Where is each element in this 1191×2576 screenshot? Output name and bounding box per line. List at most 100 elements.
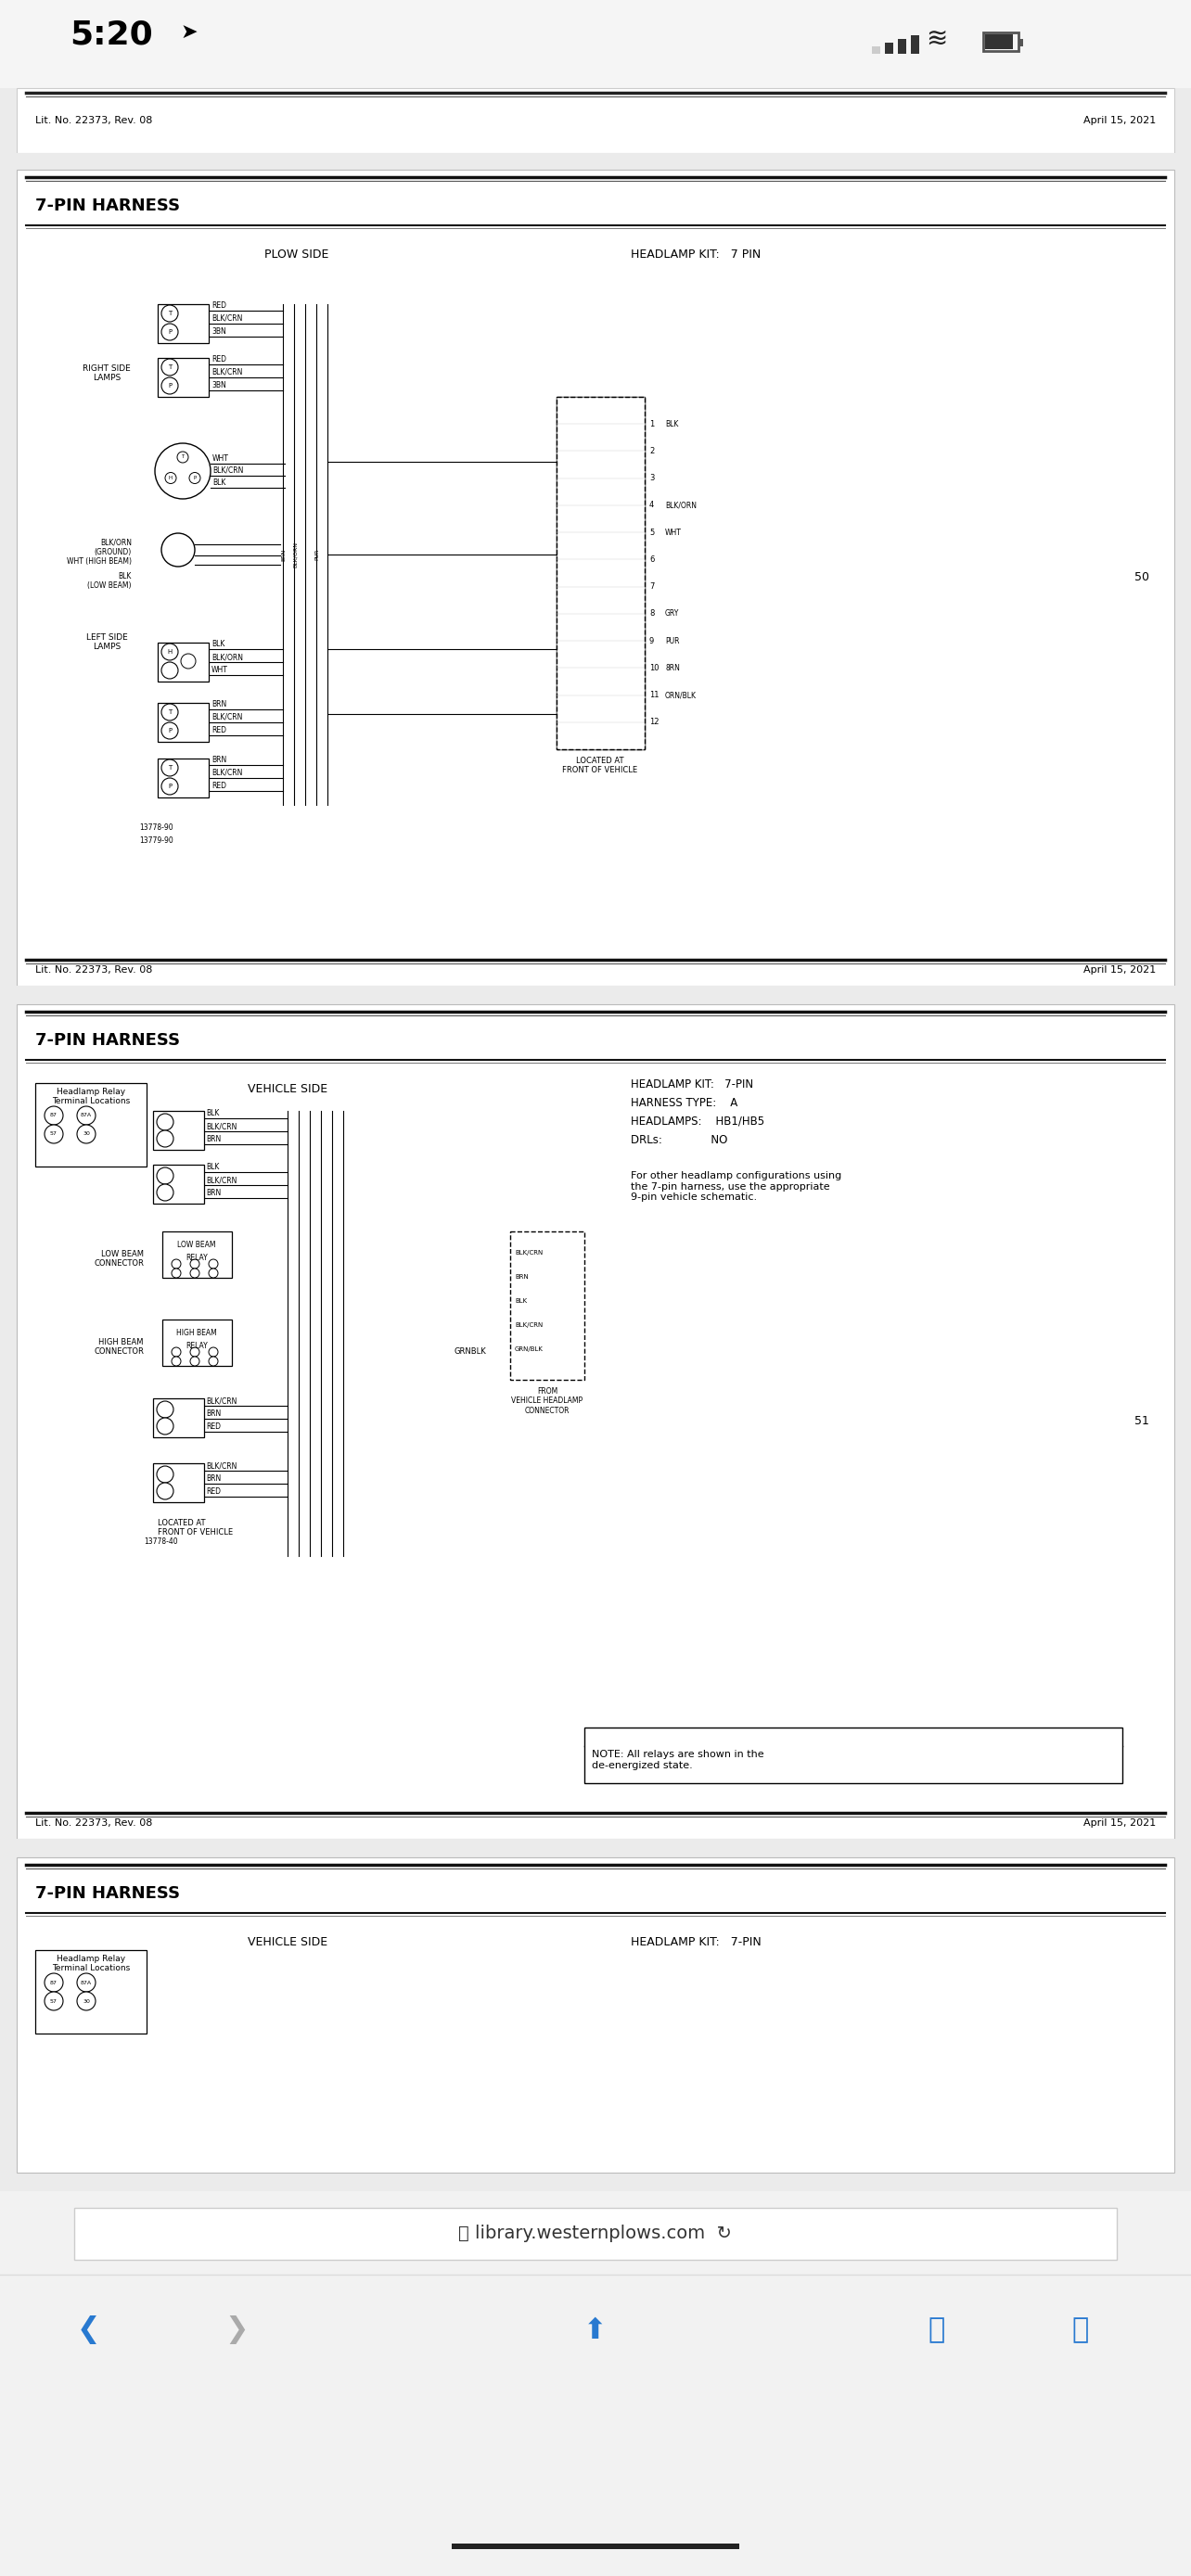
Text: BLK/ORN: BLK/ORN [293,541,298,567]
Bar [154,1110,204,1149]
Text: BLK: BLK [212,479,226,487]
Circle shape [44,1991,63,2009]
Circle shape [208,1347,218,1358]
Circle shape [172,1267,181,1278]
Text: GRN/BLK: GRN/BLK [515,1347,543,1352]
Circle shape [157,1401,174,1417]
Text: HEADLAMPS:    HB1/HB5: HEADLAMPS: HB1/HB5 [631,1115,765,1128]
Text: ❯: ❯ [225,2316,249,2344]
Text: ⬆: ⬆ [584,2316,607,2344]
Text: BLK: BLK [206,1110,219,1118]
Bar [885,44,893,54]
Bar [985,33,1012,49]
Circle shape [162,778,179,793]
Text: BRN: BRN [212,701,226,708]
Bar [36,1082,146,1167]
Text: BLK/CRN: BLK/CRN [212,314,243,322]
Bar [0,1839,1191,1857]
Text: WHT: WHT [212,453,229,464]
Text: BLK/ORN
(GROUND): BLK/ORN (GROUND) [94,538,132,556]
Text: BRN: BRN [206,1473,222,1484]
Bar [984,33,1018,52]
Text: 30: 30 [82,1131,89,1136]
Circle shape [77,1105,95,1126]
Circle shape [44,1973,63,1991]
Bar [898,39,906,54]
Circle shape [191,1260,199,1267]
Circle shape [162,304,179,322]
Text: BLK/CRN: BLK/CRN [212,368,243,376]
Text: Headlamp Relay
Terminal Locations: Headlamp Relay Terminal Locations [52,1087,130,1105]
Text: April 15, 2021: April 15, 2021 [1083,1819,1155,1829]
Text: HIGH BEAM: HIGH BEAM [176,1329,217,1337]
Bar [157,358,208,397]
Bar [1018,39,1023,46]
Text: 6: 6 [649,556,654,564]
Text: 8RN: 8RN [665,665,680,672]
Bar [17,88,1174,152]
Text: 7: 7 [649,582,654,590]
Text: FROM
VEHICLE HEADLAMP
CONNECTOR: FROM VEHICLE HEADLAMP CONNECTOR [511,1388,584,1414]
Text: VEHICLE SIDE: VEHICLE SIDE [248,1937,328,1947]
Circle shape [162,644,179,659]
Bar [451,2543,740,2550]
Text: BLK: BLK [665,420,679,428]
Text: T: T [168,765,172,770]
Text: RELAY: RELAY [186,1255,207,1262]
Text: BLK/CRN: BLK/CRN [206,1175,237,1185]
Circle shape [157,1167,174,1185]
Circle shape [208,1260,218,1267]
Text: WHT (HIGH BEAM): WHT (HIGH BEAM) [67,556,132,567]
Bar [17,1857,1174,2172]
Text: 57: 57 [50,1999,57,2004]
Text: LOCATED AT
FRONT OF VEHICLE: LOCATED AT FRONT OF VEHICLE [562,757,637,775]
Bar [157,757,208,799]
Text: BRN: BRN [281,549,286,562]
Circle shape [162,325,179,340]
Text: LOW BEAM: LOW BEAM [177,1242,216,1249]
Bar [157,703,208,742]
Bar [556,397,644,750]
Circle shape [162,760,179,775]
Text: 11: 11 [649,690,659,698]
Circle shape [162,721,179,739]
Text: RELAY: RELAY [186,1342,207,1350]
Text: WHT: WHT [665,528,681,536]
Circle shape [77,1973,95,1991]
Text: ≋: ≋ [927,26,948,52]
Circle shape [162,379,179,394]
Text: ❮: ❮ [76,2316,100,2344]
Text: April 15, 2021: April 15, 2021 [1083,966,1155,974]
Text: H: H [169,477,173,479]
Bar [0,2192,1191,2576]
Circle shape [157,1484,174,1499]
Text: 51: 51 [1135,1414,1149,1427]
Text: HIGH BEAM
CONNECTOR: HIGH BEAM CONNECTOR [94,1337,144,1355]
Text: BLK/ORN: BLK/ORN [665,502,697,510]
Text: P: P [193,477,197,479]
Text: BRN: BRN [206,1136,222,1144]
Text: 50: 50 [1134,572,1149,585]
Text: Lit. No. 22373, Rev. 08: Lit. No. 22373, Rev. 08 [36,966,152,974]
Circle shape [157,1113,174,1131]
Circle shape [162,703,179,721]
Text: ⧉: ⧉ [1072,2316,1089,2344]
Circle shape [44,1126,63,1144]
Bar [154,1463,204,1502]
Text: H: H [167,649,173,654]
Text: 3BN: 3BN [212,327,226,335]
Text: BLK/CRN: BLK/CRN [212,768,243,778]
Text: 87: 87 [50,1113,57,1118]
Text: 3: 3 [649,474,654,482]
Circle shape [77,1991,95,2009]
Text: PUR: PUR [665,636,679,644]
Text: 87A: 87A [81,1113,92,1118]
Text: 🔒 library.westernplows.com  ↻: 🔒 library.westernplows.com ↻ [459,2226,732,2244]
Circle shape [157,1466,174,1484]
Text: DRLs:              NO: DRLs: NO [631,1133,728,1146]
Text: HEADLAMP KIT:   7 PIN: HEADLAMP KIT: 7 PIN [631,247,761,260]
Text: RIGHT SIDE
LAMPS: RIGHT SIDE LAMPS [82,363,131,381]
Text: Lit. No. 22373, Rev. 08: Lit. No. 22373, Rev. 08 [36,116,152,126]
Circle shape [77,1126,95,1144]
Circle shape [157,1185,174,1200]
